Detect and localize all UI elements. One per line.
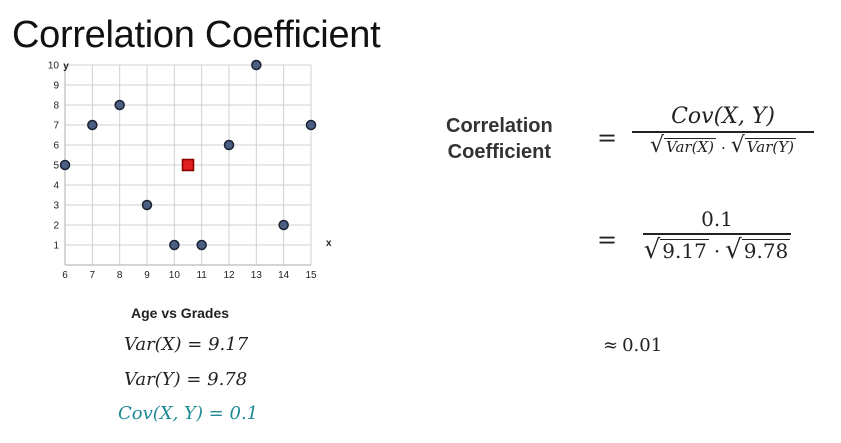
slide-title: Correlation Coefficient <box>12 14 381 56</box>
equals-sign-1: = <box>597 124 618 152</box>
data-point <box>169 239 180 251</box>
sqrt-var-y: √ Var(Y) <box>730 132 796 158</box>
y-tick-label: 2 <box>53 221 59 232</box>
x-tick-label: 11 <box>196 270 207 280</box>
y-tick-label: 5 <box>53 161 59 172</box>
mean-point-marker <box>181 158 195 172</box>
x-tick-label: 15 <box>305 270 317 280</box>
x-tick-label: 8 <box>117 270 123 280</box>
variance-x: Var(X) = 9.17 <box>124 334 249 355</box>
numeric-numerator: 0.1 <box>701 207 733 231</box>
x-tick-label: 13 <box>251 270 263 280</box>
data-point <box>305 119 317 131</box>
x-axis-label: x <box>326 238 332 249</box>
y-tick-label: 6 <box>53 141 59 152</box>
y-tick-label: 1 <box>53 241 59 252</box>
sqrt-value-y: √ 9.78 <box>725 234 791 265</box>
symbolic-denominator: √ Var(X) · √ Var(Y) <box>632 132 814 158</box>
y-tick-label: 10 <box>48 61 60 72</box>
x-tick-label: 12 <box>223 270 235 280</box>
data-point <box>223 139 235 151</box>
data-point <box>87 119 98 131</box>
multiply-dot: · <box>713 238 721 263</box>
formula-label-line2: Coefficient <box>447 141 552 163</box>
data-point <box>114 99 125 111</box>
chart-caption: Age vs Grades <box>131 305 230 321</box>
data-point <box>59 159 71 171</box>
numeric-denominator: √ 9.17 · √ 9.78 <box>643 237 791 263</box>
approx-value: 0.01 <box>622 335 663 356</box>
radical-sign: √ <box>725 234 742 265</box>
data-point <box>251 59 262 71</box>
data-point <box>196 239 207 251</box>
formula-label: Correlation Coefficient <box>446 113 553 165</box>
x-tick-label: 6 <box>62 270 68 280</box>
radicand-var-x: Var(X) <box>664 138 716 157</box>
radical-sign: √ <box>650 132 665 158</box>
x-tick-label: 14 <box>278 270 290 280</box>
data-point <box>141 199 153 211</box>
variance-y: Var(Y) = 9.78 <box>124 369 248 390</box>
radicand-value-x: 9.17 <box>660 238 709 263</box>
fraction-bar <box>632 131 814 133</box>
fraction-bar <box>643 233 791 235</box>
numeric-fraction: 0.1 √ 9.17 · √ 9.78 <box>643 207 791 263</box>
approx-result: ≈0.01 <box>603 335 662 356</box>
chart-grid <box>64 64 312 266</box>
formula-label-line1: Correlation <box>446 115 553 137</box>
y-axis-label: y <box>63 61 69 72</box>
symbolic-numerator: Cov(X, Y) <box>671 104 775 129</box>
chart-points <box>59 59 317 251</box>
symbolic-fraction: Cov(X, Y) √ Var(X) · √ Var(Y) <box>632 104 814 157</box>
data-point <box>278 219 289 231</box>
sqrt-var-x: √ Var(X) <box>650 132 716 158</box>
x-tick-label: 10 <box>169 270 181 280</box>
covariance: Cov(X, Y) = 0.1 <box>118 403 259 424</box>
radical-sign: √ <box>643 234 661 265</box>
sqrt-value-x: √ 9.17 <box>644 237 709 263</box>
y-tick-label: 7 <box>53 121 59 132</box>
multiply-dot: · <box>720 138 726 157</box>
x-tick-label: 9 <box>144 270 150 280</box>
y-tick-label: 4 <box>53 181 59 192</box>
y-tick-label: 8 <box>53 101 59 112</box>
approx-symbol: ≈ <box>603 335 619 356</box>
y-tick-label: 9 <box>53 81 59 92</box>
x-tick-label: 7 <box>90 270 96 280</box>
radicand-var-y: Var(Y) <box>744 138 796 157</box>
radical-sign: √ <box>730 132 745 158</box>
radicand-value-y: 9.78 <box>741 238 791 263</box>
y-tick-label: 3 <box>53 201 59 212</box>
equals-sign-2: = <box>597 226 618 254</box>
